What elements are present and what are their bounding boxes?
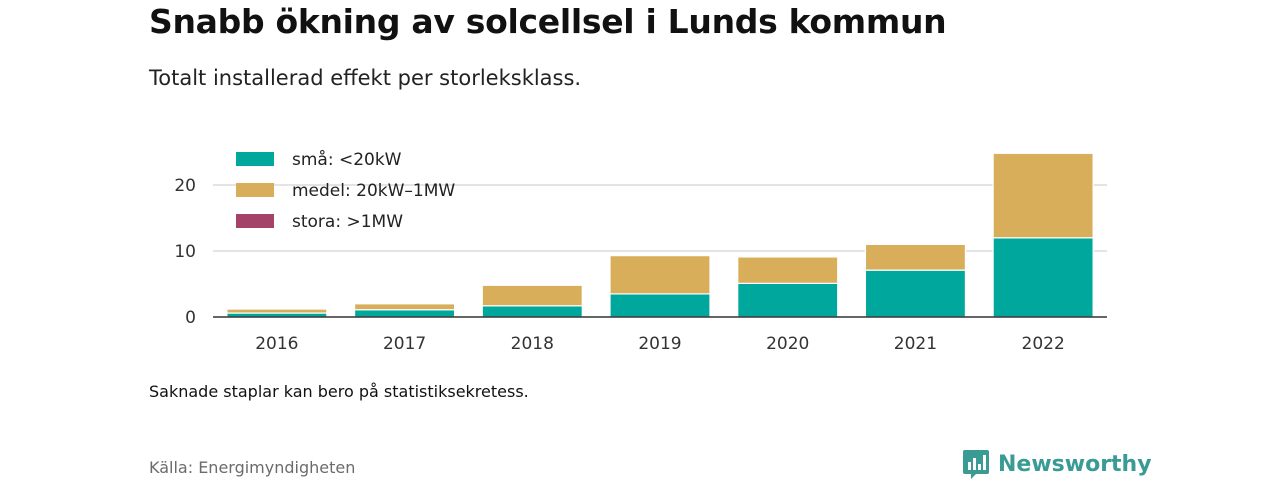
bar-segment [737, 282, 839, 318]
chart-title: Snabb ökning av solcellsel i Lunds kommu… [149, 2, 947, 41]
y-tick-label: 10 [174, 242, 196, 262]
x-tick-label: 2016 [255, 334, 298, 354]
y-tick-label: 20 [174, 176, 196, 196]
x-tick-label: 2020 [766, 334, 809, 354]
legend-swatch [236, 183, 274, 197]
footnote: Saknade staplar kan bero på statistiksek… [149, 382, 529, 401]
bar-segment [353, 309, 456, 318]
legend-label: små: <20kW [292, 149, 402, 170]
bar-segment [609, 255, 711, 295]
bars [226, 152, 1094, 318]
axes: 0 10 20 2016 2017 2018 2019 2020 2021 2022 [174, 176, 1107, 354]
bar-segment [481, 284, 583, 307]
bar-segment [481, 305, 583, 318]
legend-swatch [236, 214, 274, 228]
bar-segment [864, 269, 967, 318]
bar-segment [864, 243, 967, 271]
x-tick-label: 2021 [894, 334, 937, 354]
newsworthy-logo: Newsworthy [962, 448, 1152, 480]
source-credit: Källa: Energimyndigheten [149, 458, 356, 477]
newsworthy-icon [963, 450, 989, 479]
stacked-bar-chart: 0 10 20 2016 2017 2018 2019 2020 2021 2022 små: <… [174, 149, 1107, 354]
bar-segment [992, 152, 1094, 239]
x-tick-label: 2022 [1022, 334, 1065, 354]
bar-segment [992, 237, 1094, 318]
x-tick-label: 2017 [383, 334, 426, 354]
bar-segment [353, 303, 456, 311]
legend: små: <20kW medel: 20kW–1MW stora: >1MW [236, 149, 455, 232]
legend-label: stora: >1MW [292, 212, 403, 232]
legend-label: medel: 20kW–1MW [292, 181, 455, 201]
brand-name: Newsworthy [998, 451, 1152, 477]
bar-segment [737, 256, 839, 284]
x-tick-label: 2019 [638, 334, 681, 354]
y-tick-label: 0 [185, 308, 196, 328]
legend-swatch [236, 152, 274, 166]
x-tick-label: 2018 [511, 334, 554, 354]
chart-subtitle: Totalt installerad effekt per storlekskl… [149, 66, 582, 90]
bar-segment [226, 308, 328, 314]
bar-segment [609, 293, 711, 318]
